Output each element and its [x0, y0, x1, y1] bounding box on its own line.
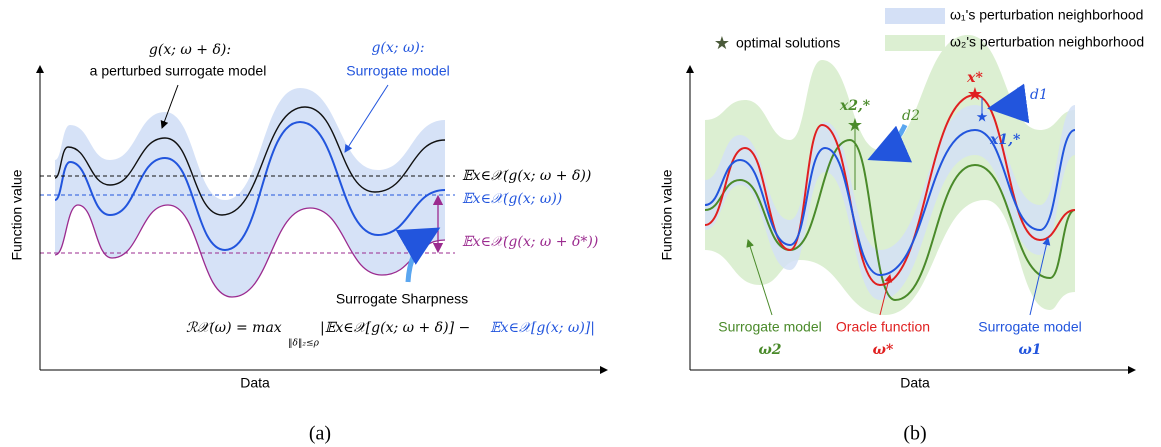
formula: ‖δ‖₂≤ρ [288, 339, 320, 349]
formula: 𝔼x∈𝒳[g(x; ω)]| [490, 320, 595, 336]
optimal-label: optimal solutions [736, 35, 840, 51]
omega2-curve [704, 138, 1076, 302]
legend-swatch [885, 8, 945, 24]
legend-label: ω₁'s perturbation neighborhood [950, 7, 1143, 23]
legend-star: ★ [714, 33, 730, 53]
curved-arrow [395, 227, 441, 283]
legend-label: ω₂'s perturbation neighborhood [950, 34, 1144, 50]
x1-star: x1,* [989, 132, 1021, 148]
d2: d2 [902, 108, 920, 124]
caption: (a) [309, 423, 331, 445]
curve-sub: ω1 [1018, 342, 1041, 358]
curved-arrow [867, 123, 913, 163]
panel-b: ★ ★ ★ ★ ω₁'s perturbation neighborhood ω… [659, 7, 1144, 445]
omega1-curve [704, 128, 1076, 277]
curve-label: Oracle function [836, 319, 930, 335]
caption: (b) [903, 423, 926, 445]
worst-curve [54, 204, 446, 298]
formula: ℛ𝒳(ω) = max [186, 320, 282, 336]
curve-sub: ω2 [758, 342, 781, 358]
pointer [160, 84, 179, 129]
perturbed-curve [54, 106, 446, 216]
pointer [344, 84, 389, 153]
pointer [1029, 237, 1051, 316]
formula: |𝔼x∈𝒳[g(x; ω + δ)] − [320, 320, 470, 336]
pointer [746, 239, 773, 316]
x2-star: x2,* [839, 98, 871, 114]
omega1-band [705, 105, 1075, 300]
curve-label: Surrogate model [978, 319, 1082, 335]
optimal-star: ★ [967, 84, 983, 104]
curve-sub: ω* [873, 342, 894, 358]
x-label: Data [900, 375, 930, 391]
pointer [879, 274, 893, 316]
optimal-star: ★ [847, 115, 863, 135]
surrogate-curve [54, 120, 446, 252]
y-label: Function value [9, 169, 25, 260]
y-label: Function value [659, 169, 675, 260]
d1: d1 [1030, 87, 1048, 103]
sharpness-label: Surrogate Sharpness [336, 291, 468, 307]
legend-swatch [885, 35, 945, 51]
surrogate-title: g(x; ω): [371, 40, 424, 56]
panel-a: Function value Data g(x; ω + δ): a pertu… [9, 40, 608, 445]
expectation-label: 𝔼x∈𝒳(g(x; ω + δ*)) [462, 234, 598, 250]
curved-arrow [987, 83, 1030, 124]
surrogate-text: Surrogate model [346, 63, 450, 79]
curve-label: Surrogate model [718, 319, 822, 335]
perturbed-text: a perturbed surrogate model [90, 63, 267, 79]
perturbed-title: g(x; ω + δ): [149, 42, 231, 58]
x-label: Data [240, 375, 270, 391]
optimal-star: ★ [976, 109, 989, 125]
expectation-label: 𝔼x∈𝒳(g(x; ω + δ)) [462, 168, 591, 184]
expectation-label: 𝔼x∈𝒳(g(x; ω)) [462, 191, 562, 207]
x-star: x* [966, 70, 983, 86]
